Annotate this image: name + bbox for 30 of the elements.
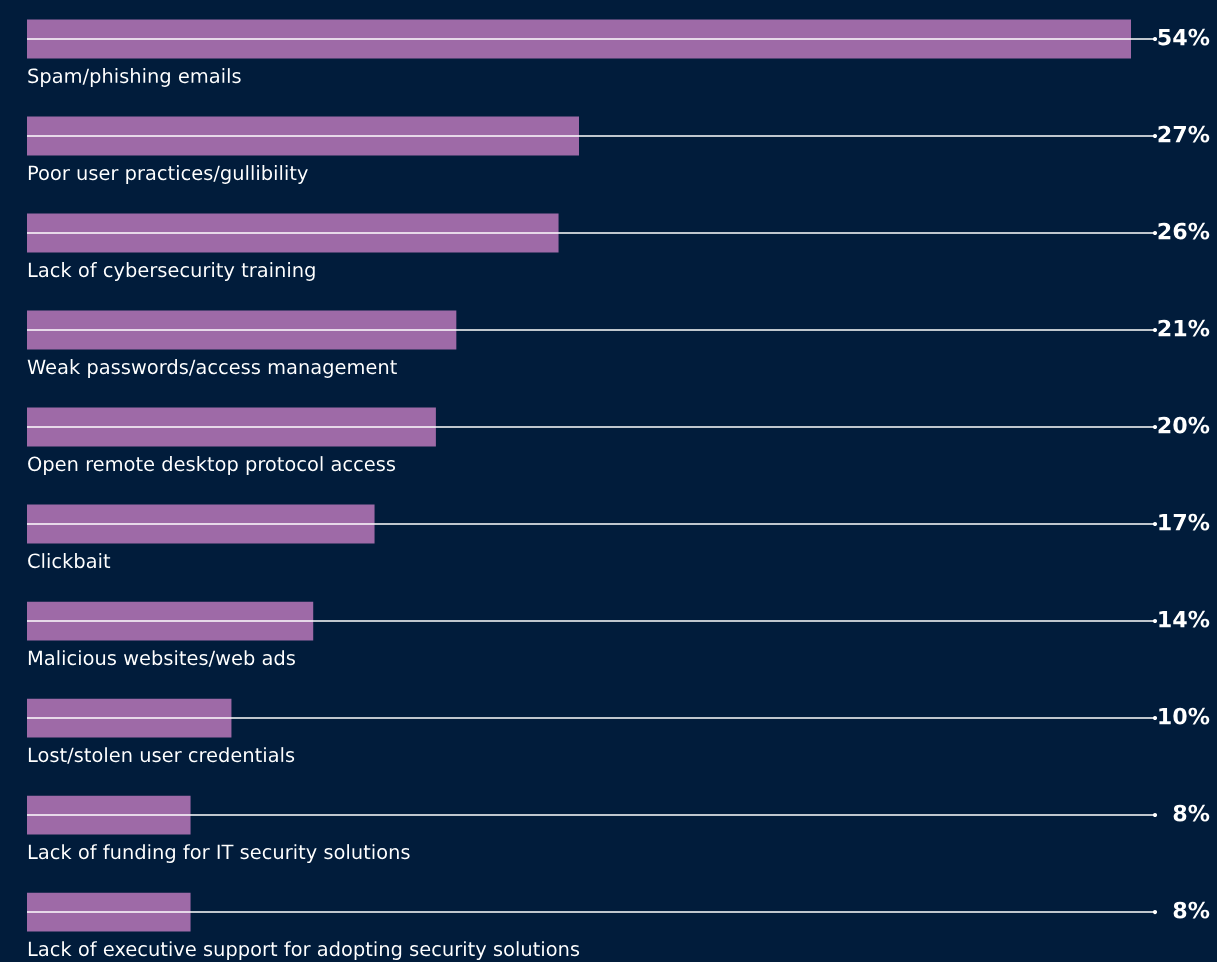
data-label: 17% [1159,513,1210,531]
bar [27,892,191,932]
bar [27,698,232,738]
data-label: 20% [1158,416,1210,434]
y-tick-label: Clickbait [28,553,111,569]
data-label: 10% [1159,707,1210,725]
y-tick-label: Malicious websites/web ads [28,650,295,667]
y-tick-label: Lack of funding for IT security solutions [28,844,410,863]
y-tick-label: Lack of cybersecurity training [28,262,315,281]
y-tick-label: Poor user practices/gullibility [28,165,308,184]
data-label: 21% [1158,319,1210,337]
data-label: 8% [1173,901,1210,919]
data-label: 8% [1173,804,1210,822]
bar [27,310,457,350]
bar [27,116,579,156]
data-label: 54% [1158,28,1210,46]
bar [27,213,559,253]
bar [27,19,1131,59]
y-tick-label: Open remote desktop protocol access [28,456,396,475]
data-label: 26% [1158,222,1210,240]
y-tick-label: Lost/stolen user credentials [28,747,295,764]
data-label: 27% [1158,125,1210,143]
y-tick-label: Spam/phishing emails [28,68,241,87]
data-label: 14% [1159,610,1210,628]
y-tick-label: Weak passwords/access management [27,359,397,378]
y-tick-label: Lack of executive support for adopting security solutions [28,941,580,960]
bar [27,407,436,447]
bar [27,504,375,544]
bar [27,795,191,835]
bar [27,601,314,641]
